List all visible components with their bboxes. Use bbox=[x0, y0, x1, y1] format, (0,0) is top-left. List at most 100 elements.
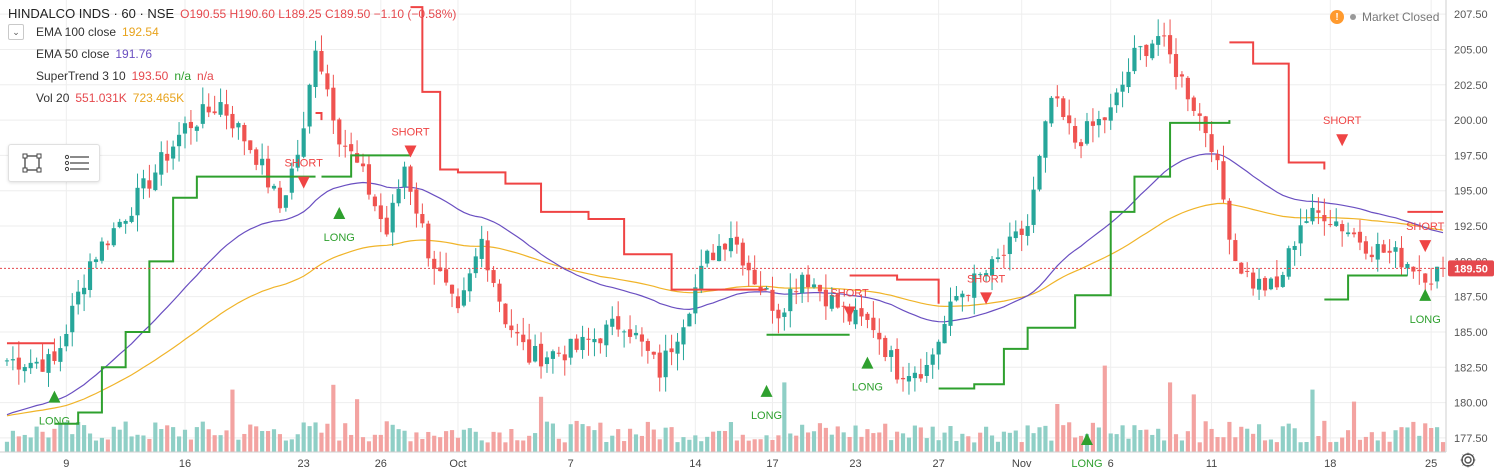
candle-body bbox=[1102, 117, 1107, 121]
candle-body bbox=[1340, 224, 1345, 232]
volume-bar bbox=[260, 431, 265, 452]
candle bbox=[1144, 44, 1149, 67]
volume-bar bbox=[918, 427, 923, 452]
volume-bar bbox=[1090, 422, 1095, 452]
candle-body bbox=[1310, 207, 1315, 222]
indicator-supertrend[interactable]: SuperTrend 3 10 193.50 n/a n/a bbox=[8, 65, 456, 87]
candle-body bbox=[260, 158, 265, 166]
indicator-ema100[interactable]: ⌄ EMA 100 close 192.54 bbox=[8, 21, 456, 43]
volume-bar bbox=[764, 435, 769, 452]
candle-body bbox=[1209, 134, 1214, 153]
rectangle-select-icon[interactable] bbox=[19, 150, 45, 176]
indicator-name: EMA 50 close bbox=[36, 47, 110, 61]
volume-bar bbox=[1179, 440, 1185, 452]
long-signal-label: LONG bbox=[39, 416, 70, 428]
candle bbox=[277, 180, 283, 213]
candle-body bbox=[1435, 266, 1440, 282]
candle-body bbox=[236, 123, 241, 128]
candle-body bbox=[301, 128, 306, 157]
warning-icon[interactable]: ! bbox=[1330, 10, 1344, 24]
candle-body bbox=[1179, 74, 1185, 77]
horizontal-lines-icon[interactable] bbox=[64, 150, 90, 176]
volume-bar bbox=[1411, 421, 1416, 452]
volume-bar bbox=[978, 432, 983, 452]
candle-body bbox=[46, 354, 51, 373]
volume-bar bbox=[740, 434, 745, 452]
candle bbox=[230, 105, 235, 138]
market-status[interactable]: ! Market Closed bbox=[1330, 10, 1439, 24]
volume-bar bbox=[176, 436, 182, 452]
volume-bar bbox=[1043, 425, 1048, 452]
candle bbox=[1429, 267, 1434, 291]
candle-body bbox=[1031, 189, 1036, 225]
candle bbox=[900, 366, 906, 392]
candle-body bbox=[93, 259, 99, 263]
candle-body bbox=[1173, 54, 1179, 78]
candle-body bbox=[811, 284, 817, 288]
supertrend-up-line bbox=[321, 154, 411, 178]
y-tick-label: 182.50 bbox=[1454, 362, 1488, 374]
volume-bar bbox=[1061, 425, 1066, 452]
candle bbox=[622, 329, 627, 348]
candle-body bbox=[40, 359, 45, 372]
candle bbox=[503, 303, 508, 328]
candle bbox=[224, 89, 229, 130]
volume-bar bbox=[527, 435, 532, 452]
volume-bar bbox=[1363, 436, 1368, 452]
candle bbox=[728, 221, 734, 258]
candle bbox=[835, 292, 840, 309]
candle bbox=[924, 352, 929, 383]
candle bbox=[740, 238, 745, 276]
candle-body bbox=[770, 289, 775, 311]
candle-body bbox=[1132, 47, 1137, 72]
last-price-tag bbox=[1448, 260, 1494, 277]
candle bbox=[1162, 22, 1167, 47]
candle-body bbox=[1417, 269, 1422, 272]
candle bbox=[325, 64, 330, 97]
candle-body bbox=[604, 324, 609, 346]
long-arrow-icon bbox=[48, 390, 61, 403]
x-tick-label: 23 bbox=[849, 458, 861, 470]
volume-bar bbox=[675, 442, 680, 452]
volume-bar bbox=[105, 439, 110, 452]
candle bbox=[1173, 38, 1179, 90]
candle bbox=[669, 334, 674, 366]
candle bbox=[811, 278, 817, 289]
volume-bar bbox=[289, 439, 294, 452]
candle bbox=[711, 244, 716, 261]
candle-body bbox=[1363, 241, 1368, 254]
candle-body bbox=[675, 341, 680, 354]
y-tick-label: 200.00 bbox=[1454, 115, 1488, 127]
volume-bar bbox=[681, 437, 686, 452]
volume-bar bbox=[1096, 427, 1101, 452]
volume-bar bbox=[984, 426, 989, 452]
volume-bar bbox=[1328, 442, 1333, 452]
candle bbox=[1001, 244, 1006, 269]
indicator-ema50[interactable]: EMA 50 close 191.76 bbox=[8, 43, 456, 65]
candle bbox=[1007, 222, 1012, 271]
candle bbox=[1138, 45, 1143, 61]
collapse-chevron-icon[interactable]: ⌄ bbox=[8, 24, 24, 40]
indicator-volume[interactable]: Vol 20 551.031K 723.465K bbox=[8, 87, 456, 109]
volume-bar bbox=[212, 435, 217, 452]
indicator-value: 192.54 bbox=[122, 25, 159, 39]
volume-bar bbox=[366, 441, 372, 452]
volume-bar bbox=[1162, 440, 1167, 452]
volume-bar bbox=[989, 435, 995, 452]
gear-icon[interactable] bbox=[1458, 450, 1478, 470]
candle-body bbox=[906, 376, 912, 382]
candle bbox=[538, 332, 544, 379]
candle bbox=[1061, 96, 1066, 121]
volume-bar bbox=[153, 422, 158, 452]
candle-body bbox=[681, 327, 686, 345]
candle-body bbox=[165, 153, 170, 161]
volume-bar bbox=[1185, 431, 1190, 452]
indicator-extra: n/a bbox=[197, 69, 214, 83]
candle-body bbox=[515, 331, 520, 334]
candle bbox=[159, 141, 164, 186]
candle-body bbox=[521, 334, 526, 343]
volume-bar bbox=[355, 399, 360, 452]
candle bbox=[10, 346, 15, 371]
candle bbox=[1280, 271, 1285, 288]
